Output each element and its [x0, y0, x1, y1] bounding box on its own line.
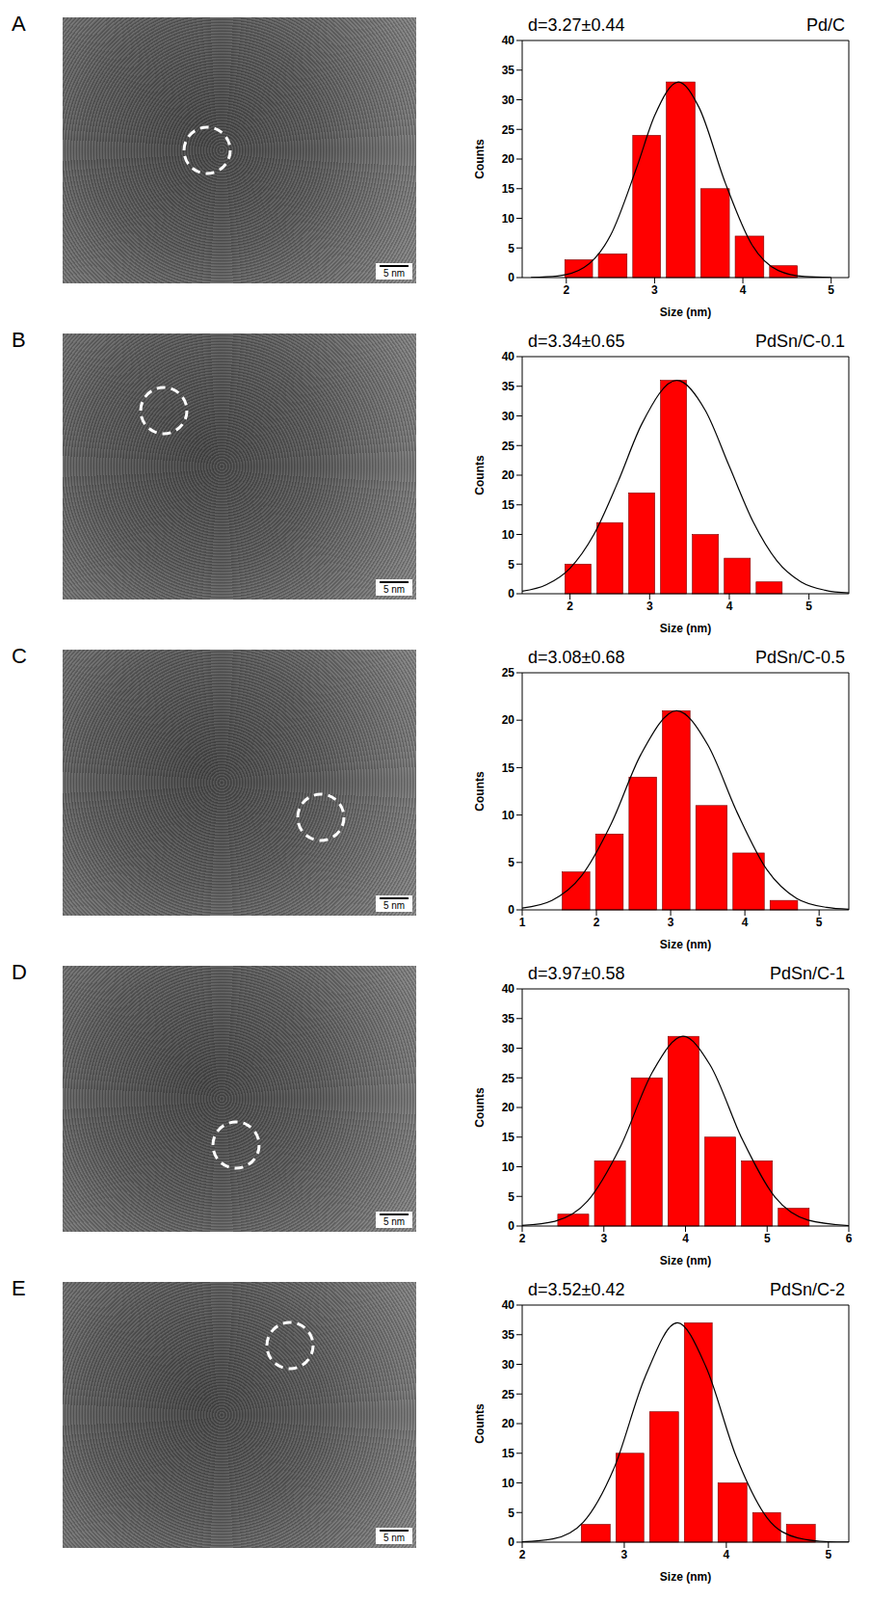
svg-text:2: 2 — [593, 915, 601, 929]
svg-text:5: 5 — [824, 1547, 832, 1561]
svg-text:40: 40 — [501, 349, 516, 364]
html-text:PdSn/C-1: PdSn/C-1 — [769, 963, 845, 983]
svg-text:Size (nm): Size (nm) — [659, 1253, 712, 1267]
svg-text:30: 30 — [501, 93, 516, 107]
svg-text:Counts: Counts — [473, 138, 487, 180]
svg-text:Size (nm): Size (nm) — [659, 937, 712, 951]
html-text:d=3.97±0.58: d=3.97±0.58 — [527, 963, 625, 983]
html-text:d=3.27±0.44: d=3.27±0.44 — [527, 15, 625, 35]
svg-text:Counts: Counts — [473, 1402, 487, 1444]
svg-text:10: 10 — [501, 1476, 516, 1490]
svg-text:5: 5 — [827, 283, 835, 297]
html-text:5 nm: 5 nm — [383, 1531, 405, 1543]
svg-text:10: 10 — [501, 808, 516, 822]
svg-text:2: 2 — [562, 283, 570, 297]
svg-text:25: 25 — [501, 1071, 516, 1085]
svg-text:2: 2 — [566, 599, 574, 613]
svg-text:15: 15 — [501, 1446, 516, 1460]
html-text:5 nm: 5 nm — [383, 1215, 405, 1227]
svg-text:Size (nm): Size (nm) — [659, 305, 712, 319]
svg-text:35: 35 — [501, 1011, 516, 1026]
svg-text:Size (nm): Size (nm) — [659, 621, 712, 635]
html-text:d=3.52±0.42: d=3.52±0.42 — [527, 1279, 625, 1299]
html-text:5 nm: 5 nm — [383, 583, 405, 595]
svg-text:4: 4 — [741, 915, 749, 929]
html-text:C: C — [11, 643, 27, 668]
svg-text:40: 40 — [501, 1297, 516, 1312]
svg-text:5: 5 — [507, 855, 515, 870]
svg-text:5: 5 — [507, 557, 515, 572]
svg-text:25: 25 — [501, 665, 516, 680]
svg-text:4: 4 — [682, 1231, 689, 1245]
html-text:5 nm: 5 nm — [383, 899, 405, 911]
svg-text:4: 4 — [739, 283, 747, 297]
svg-text:35: 35 — [501, 379, 516, 394]
svg-text:15: 15 — [501, 761, 516, 775]
svg-text:0: 0 — [507, 902, 515, 917]
svg-text:15: 15 — [501, 498, 516, 512]
svg-text:5: 5 — [507, 241, 515, 256]
svg-text:3: 3 — [651, 283, 659, 297]
svg-text:25: 25 — [501, 123, 516, 137]
html-text:Pd/C: Pd/C — [806, 15, 845, 35]
svg-text:30: 30 — [501, 409, 516, 423]
svg-text:1: 1 — [519, 915, 527, 929]
svg-text:5: 5 — [816, 915, 823, 929]
svg-text:30: 30 — [501, 1041, 516, 1055]
svg-text:10: 10 — [501, 211, 516, 226]
svg-text:5: 5 — [805, 599, 813, 613]
svg-text:35: 35 — [501, 1327, 516, 1342]
svg-text:3: 3 — [667, 915, 675, 929]
svg-text:3: 3 — [621, 1547, 629, 1561]
svg-text:5: 5 — [764, 1231, 771, 1245]
svg-text:40: 40 — [501, 981, 516, 996]
svg-text:20: 20 — [501, 1100, 516, 1114]
svg-text:4: 4 — [723, 1547, 731, 1561]
svg-text:20: 20 — [501, 712, 516, 727]
svg-text:25: 25 — [501, 1387, 516, 1401]
svg-text:Counts: Counts — [473, 1086, 487, 1128]
svg-text:2: 2 — [519, 1231, 527, 1245]
html-text:d=3.34±0.65: d=3.34±0.65 — [527, 331, 625, 351]
svg-text:Counts: Counts — [473, 454, 487, 496]
svg-text:30: 30 — [501, 1357, 516, 1371]
svg-text:3: 3 — [646, 599, 654, 613]
html-text:PdSn/C-2: PdSn/C-2 — [769, 1279, 845, 1299]
html-text:PdSn/C-0.1: PdSn/C-0.1 — [755, 331, 845, 351]
svg-text:20: 20 — [501, 1416, 516, 1430]
svg-text:2: 2 — [519, 1547, 527, 1561]
svg-text:35: 35 — [501, 63, 516, 78]
html-text:E: E — [11, 1275, 26, 1300]
svg-text:25: 25 — [501, 439, 516, 453]
html-text:D: D — [11, 959, 27, 984]
svg-text:10: 10 — [501, 527, 516, 542]
svg-text:0: 0 — [507, 1534, 515, 1549]
svg-text:3: 3 — [600, 1231, 607, 1245]
svg-text:0: 0 — [507, 1218, 515, 1233]
svg-text:Counts: Counts — [473, 770, 487, 812]
svg-text:6: 6 — [845, 1231, 853, 1245]
svg-text:4: 4 — [726, 599, 734, 613]
html-text:PdSn/C-0.5: PdSn/C-0.5 — [755, 647, 845, 667]
svg-text:15: 15 — [501, 182, 516, 196]
svg-text:0: 0 — [507, 270, 515, 285]
svg-text:15: 15 — [501, 1130, 516, 1144]
svg-text:20: 20 — [501, 468, 516, 482]
svg-text:10: 10 — [501, 1160, 516, 1174]
svg-text:20: 20 — [501, 152, 516, 166]
html-text:A: A — [11, 11, 26, 36]
html-text:5 nm: 5 nm — [383, 267, 405, 279]
svg-text:Size (nm): Size (nm) — [659, 1569, 712, 1583]
svg-text:0: 0 — [507, 586, 515, 601]
svg-text:40: 40 — [501, 33, 516, 48]
svg-text:5: 5 — [507, 1505, 515, 1520]
svg-text:5: 5 — [507, 1189, 515, 1204]
html-text:B: B — [11, 327, 26, 352]
html-text:d=3.08±0.68: d=3.08±0.68 — [527, 647, 625, 667]
